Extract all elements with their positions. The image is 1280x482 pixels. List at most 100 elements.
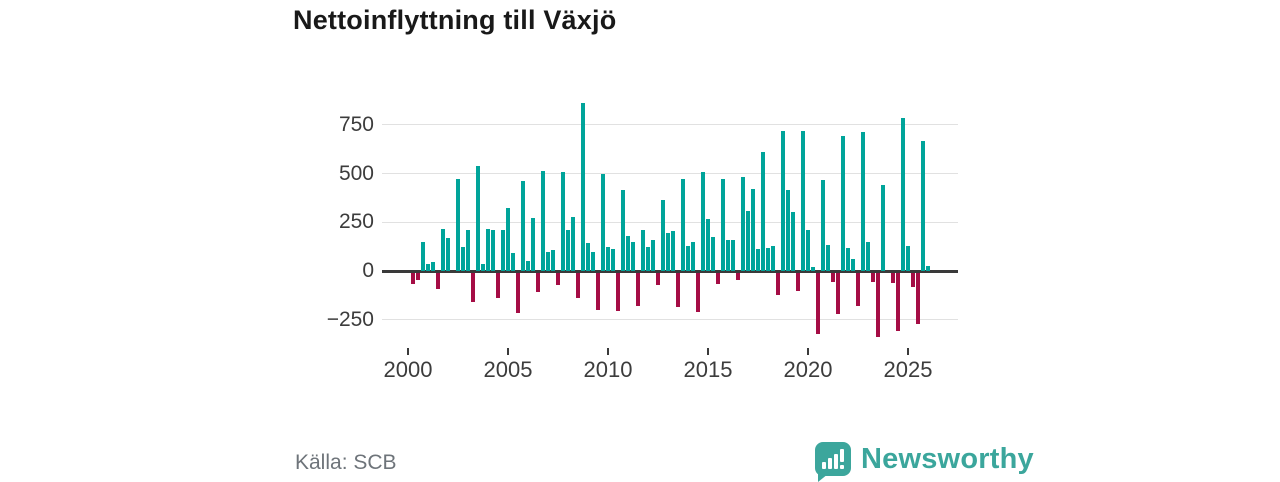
brand-name: Newsworthy <box>861 442 1034 475</box>
bar-2014-K2 <box>696 272 700 313</box>
bar-2017-K4 <box>766 247 770 271</box>
bar-2015-K2 <box>716 272 720 285</box>
bar-2002-K3 <box>461 246 465 271</box>
bar-2001-K1 <box>431 262 435 271</box>
bar-2003-K1 <box>471 272 475 302</box>
bar-2020-K4 <box>826 244 830 271</box>
bar-2022-K2 <box>856 272 860 306</box>
bar-2012-K1 <box>651 239 655 271</box>
page-title: Nettoinflyttning till Växjö <box>293 5 617 35</box>
bar-2003-K3 <box>481 264 485 271</box>
x-axis-tick <box>607 348 609 355</box>
bar-2022-K3 <box>861 131 865 271</box>
bar-2010-K3 <box>621 190 625 271</box>
bar-2016-K1 <box>731 239 735 271</box>
bar-2009-K3 <box>601 173 605 271</box>
bar-2023-K2 <box>876 272 880 337</box>
bar-2013-K1 <box>671 231 675 271</box>
x-axis-tick <box>907 348 909 355</box>
bar-2005-K3 <box>521 181 525 271</box>
bar-2025-K1 <box>911 272 915 288</box>
bar-2014-K3 <box>701 171 705 271</box>
source-attribution: Källa: SCB <box>295 451 397 474</box>
bar-2024-K2 <box>896 272 900 331</box>
bar-2011-K1 <box>631 241 635 271</box>
bar-2017-K1 <box>751 189 755 271</box>
x-axis-tick <box>707 348 709 355</box>
bar-2021-K1 <box>831 272 835 283</box>
bar-2011-K3 <box>641 230 645 271</box>
y-axis-tick-label: 0 <box>362 259 374 282</box>
x-axis-tick-label: 2020 <box>783 357 833 382</box>
y-axis-tick-label: −250 <box>326 307 374 331</box>
bar-2010-K4 <box>626 235 630 271</box>
bar-2013-K4 <box>686 245 690 271</box>
bar-2019-K2 <box>796 272 800 291</box>
bar-2005-K1 <box>511 253 515 271</box>
bar-2000-K4 <box>426 264 430 271</box>
bar-2008-K1 <box>571 217 575 271</box>
bar-2022-K1 <box>851 259 855 271</box>
zero-baseline <box>382 269 958 273</box>
bar-2023-K1 <box>871 272 875 283</box>
x-axis-tick-label: 2010 <box>583 357 633 382</box>
bar-2020-K3 <box>821 180 825 271</box>
bar-2016-K4 <box>746 210 750 271</box>
bar-2021-K4 <box>846 247 850 271</box>
bar-2005-K2 <box>516 272 520 314</box>
bar-2020-K2 <box>816 272 820 334</box>
bar-2018-K2 <box>776 272 780 295</box>
gridline--250 <box>382 319 958 321</box>
bar-2019-K1 <box>791 211 795 271</box>
bar-2017-K2 <box>756 248 760 271</box>
bar-2001-K4 <box>446 237 450 271</box>
x-axis-tick <box>407 348 409 355</box>
bar-2004-K2 <box>496 272 500 298</box>
bar-2003-K2 <box>476 165 480 271</box>
x-axis-tick <box>507 348 509 355</box>
bar-2021-K2 <box>836 272 840 315</box>
bar-2007-K2 <box>556 272 560 286</box>
bar-2007-K4 <box>566 230 570 271</box>
bar-2001-K2 <box>436 272 440 290</box>
gridline-250 <box>382 221 958 223</box>
bubble-tail <box>818 474 828 482</box>
bar-2019-K3 <box>801 130 805 271</box>
bar-2023-K3 <box>881 185 885 271</box>
bar-2005-K4 <box>526 261 530 271</box>
bar-2021-K3 <box>841 135 845 271</box>
bar-2002-K4 <box>466 230 470 271</box>
bar-2014-K1 <box>691 241 695 271</box>
bar-2015-K4 <box>726 239 730 271</box>
bar-2009-K1 <box>591 252 595 271</box>
bar-chart-bubble-icon <box>815 442 851 482</box>
bar-2008-K3 <box>581 103 585 271</box>
bar-2006-K1 <box>531 218 535 271</box>
bar-2024-K3 <box>901 118 905 271</box>
bar-2019-K4 <box>806 230 810 271</box>
bar-2016-K3 <box>741 177 745 271</box>
x-axis-tick-label: 2000 <box>383 357 433 382</box>
bar-2004-K1 <box>491 230 495 271</box>
gridline-500 <box>382 173 958 175</box>
bar-2009-K2 <box>596 272 600 311</box>
bar-2025-K3 <box>921 141 925 271</box>
bar-2000-K3 <box>421 241 425 271</box>
bar-2013-K3 <box>681 179 685 271</box>
bar-2025-K4 <box>926 266 930 271</box>
bar-2007-K3 <box>561 171 565 271</box>
y-axis-tick-label: 500 <box>338 161 374 185</box>
bar-2012-K4 <box>666 233 670 271</box>
bar-2002-K2 <box>456 179 460 271</box>
bar-2008-K2 <box>576 272 580 298</box>
bar-2009-K4 <box>606 246 610 271</box>
bar-2000-K2 <box>416 272 420 281</box>
bar-2017-K3 <box>761 152 765 271</box>
x-axis-tick-label: 2015 <box>683 357 733 382</box>
bar-2022-K4 <box>866 241 870 271</box>
bar-2024-K4 <box>906 245 910 271</box>
bar-2013-K2 <box>676 272 680 307</box>
bar-2018-K3 <box>781 130 785 271</box>
bar-2016-K2 <box>736 272 740 281</box>
bar-2008-K4 <box>586 242 590 271</box>
